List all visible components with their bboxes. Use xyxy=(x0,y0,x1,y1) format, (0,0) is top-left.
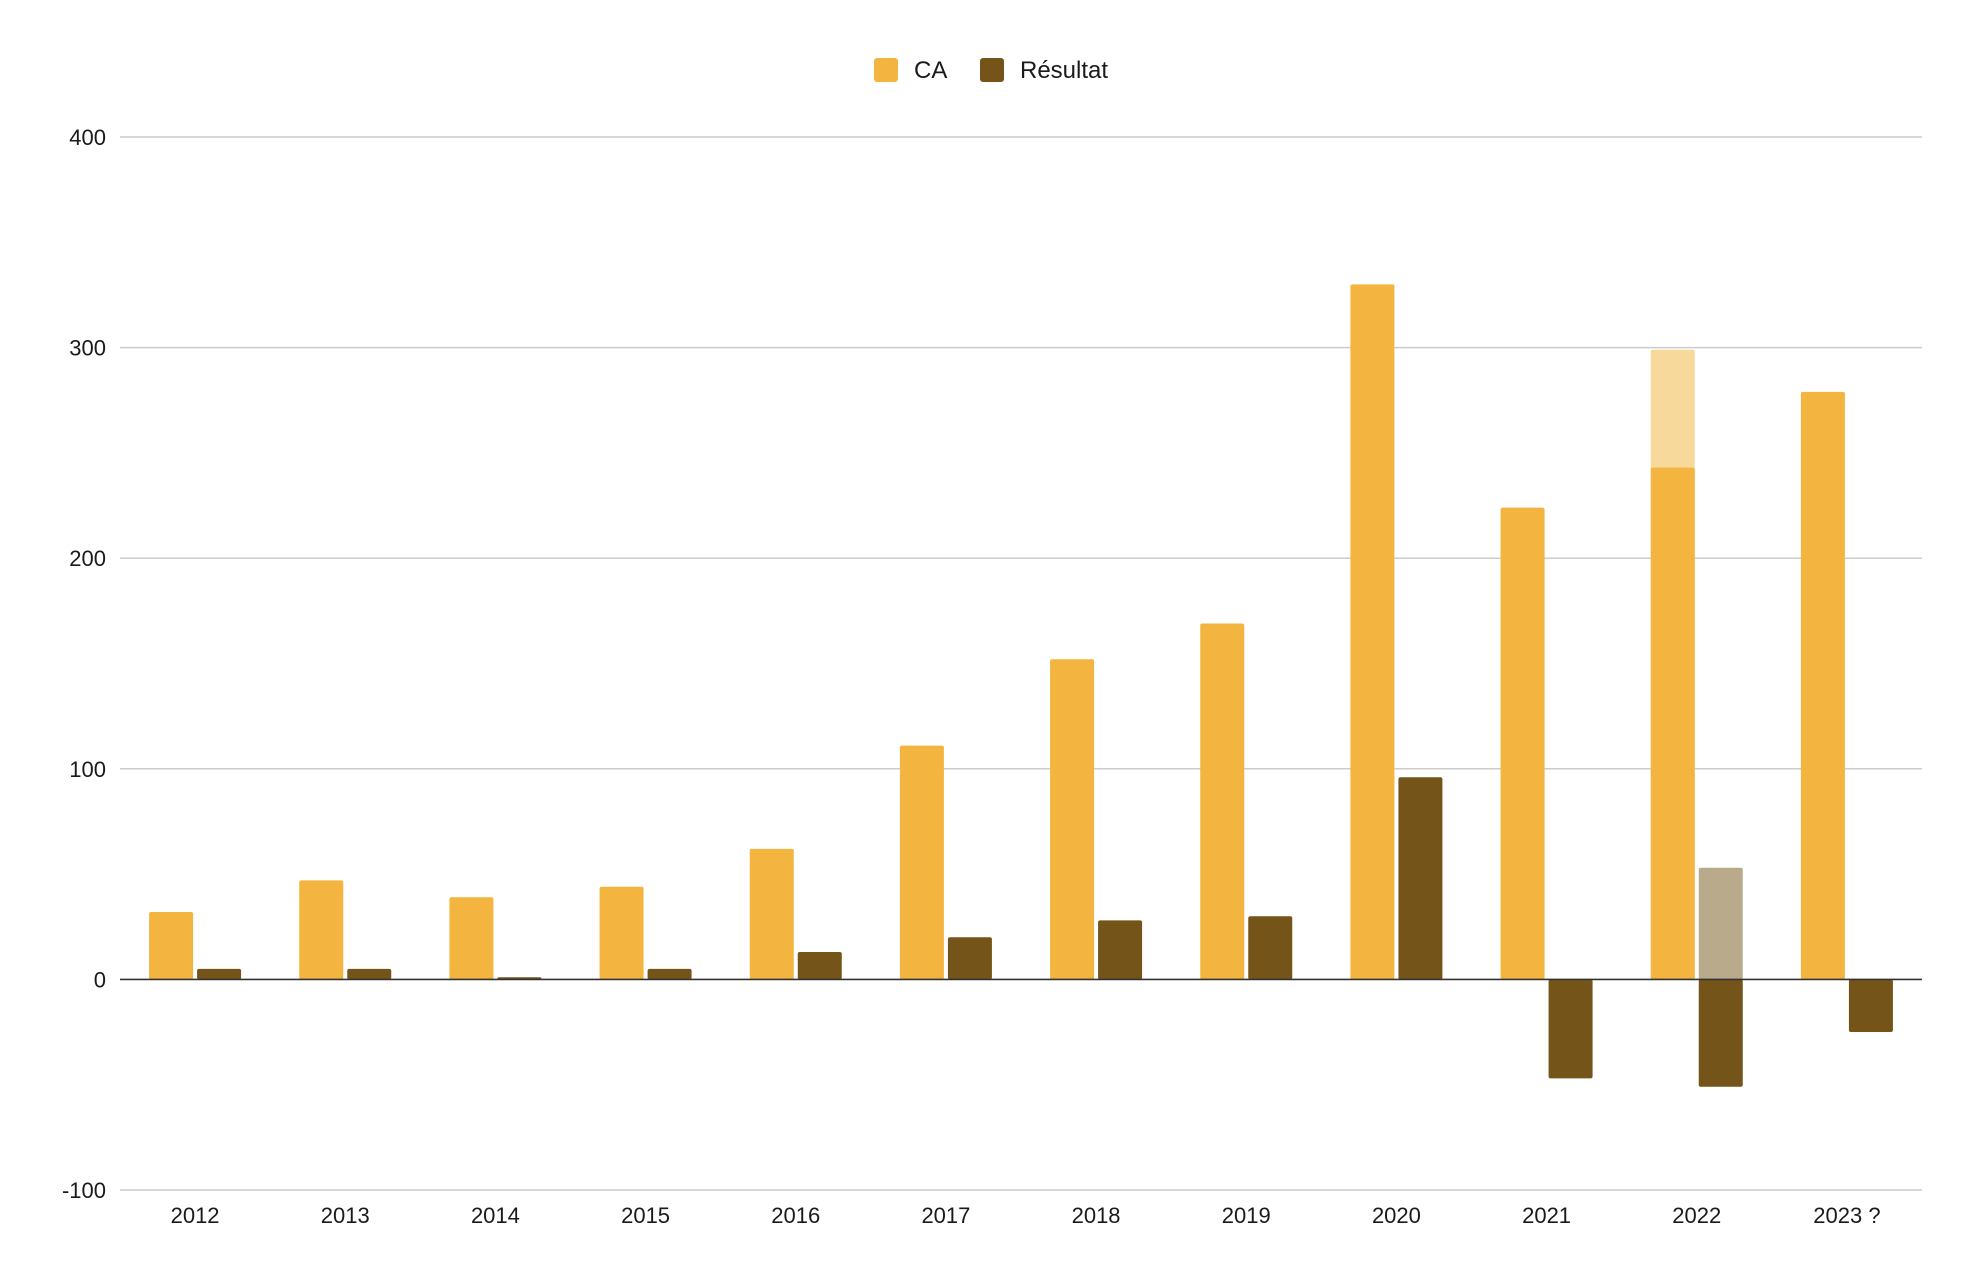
bar-ca xyxy=(1200,623,1245,980)
overlay-bar-resultat xyxy=(1698,867,1743,980)
bar-ca xyxy=(1650,467,1695,980)
x-tick-label: 2012 xyxy=(171,1203,220,1228)
legend-label-resultat: Résultat xyxy=(1020,57,1108,84)
bar-ca xyxy=(1800,391,1845,980)
y-tick-label: -100 xyxy=(62,1178,106,1203)
y-tick-label: 100 xyxy=(69,757,106,782)
bar-resultat xyxy=(647,968,692,980)
x-tick-label: 2017 xyxy=(921,1203,970,1228)
bar-ca xyxy=(749,848,794,980)
x-tick-label: 2021 xyxy=(1522,1203,1571,1228)
x-tick-label: 2013 xyxy=(321,1203,370,1228)
bar-resultat xyxy=(1398,777,1443,980)
bar-ca xyxy=(599,886,644,980)
y-tick-label: 400 xyxy=(69,125,106,150)
x-tick-label: 2019 xyxy=(1222,1203,1271,1228)
y-tick-label: 0 xyxy=(94,967,106,992)
bar-ca xyxy=(1500,507,1545,980)
y-tick-label: 300 xyxy=(69,336,106,361)
gridlines xyxy=(120,136,1922,1191)
y-tick-label: 200 xyxy=(69,546,106,571)
y-axis-labels: 400 300 200 100 0 -100 xyxy=(62,125,106,1203)
bar-ca xyxy=(149,912,194,980)
x-tick-label: 2014 xyxy=(471,1203,520,1228)
bar-resultat xyxy=(347,968,392,980)
x-tick-label: 2022 xyxy=(1672,1203,1721,1228)
bar-resultat xyxy=(1098,920,1143,980)
bars xyxy=(149,284,1893,1087)
x-tick-label: 2018 xyxy=(1072,1203,1121,1228)
x-tick-label: 2023 ? xyxy=(1813,1203,1880,1228)
bar-resultat xyxy=(1698,979,1743,1087)
legend-swatch-ca xyxy=(874,58,898,82)
x-tick-label: 2020 xyxy=(1372,1203,1421,1228)
x-tick-label: 2016 xyxy=(771,1203,820,1228)
bar-ca xyxy=(899,745,944,980)
legend: CA Résultat xyxy=(874,57,1108,84)
x-axis-labels: 2012 2013 2014 2015 2016 2017 2018 2019 2020 2021… xyxy=(171,1203,1881,1228)
bar-resultat xyxy=(1548,979,1593,1079)
bar-resultat xyxy=(1848,979,1893,1033)
x-tick-label: 2015 xyxy=(621,1203,670,1228)
bar-resultat xyxy=(1248,916,1293,980)
bar-ca xyxy=(449,897,494,980)
bar-resultat xyxy=(947,937,992,980)
bar-resultat xyxy=(197,968,242,980)
bar-ca xyxy=(1350,284,1395,980)
legend-label-ca: CA xyxy=(914,57,947,84)
bar-ca xyxy=(299,880,344,980)
bar-resultat xyxy=(797,952,842,980)
legend-swatch-resultat xyxy=(980,58,1004,82)
bar-ca xyxy=(1050,659,1095,980)
